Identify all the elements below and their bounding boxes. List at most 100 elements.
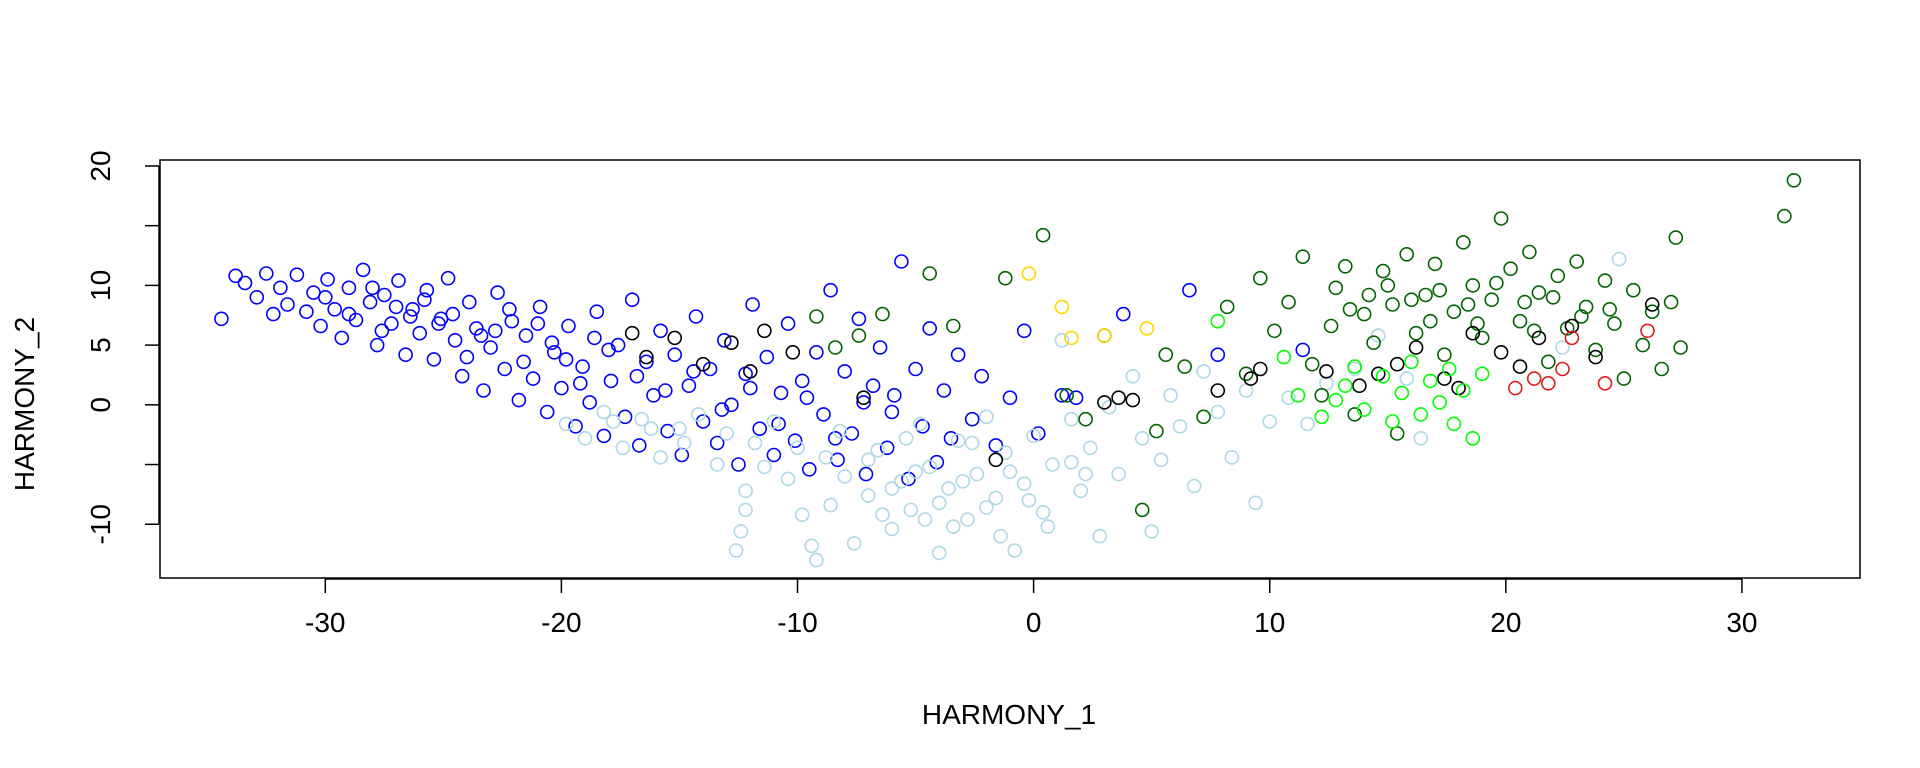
- data-point: [289, 267, 305, 283]
- data-point: [728, 543, 744, 558]
- data-point: [369, 337, 385, 353]
- data-point: [1432, 282, 1447, 298]
- data-point: [1101, 399, 1117, 415]
- data-point: [1356, 306, 1372, 322]
- data-point: [1196, 364, 1211, 379]
- data-point: [1375, 368, 1391, 384]
- data-point: [487, 323, 503, 339]
- data-point: [544, 335, 560, 351]
- data-point: [653, 450, 668, 465]
- data-point: [577, 430, 593, 446]
- data-point: [1304, 356, 1320, 372]
- data-point: [473, 328, 489, 343]
- data-point: [1196, 409, 1211, 425]
- data-point: [1484, 292, 1499, 308]
- data-point: [1404, 354, 1419, 370]
- data-point: [461, 294, 477, 310]
- data-point: [884, 404, 900, 420]
- data-point: [997, 445, 1013, 460]
- data-point: [1668, 230, 1684, 245]
- data-point: [837, 364, 853, 379]
- data-point: [1474, 330, 1490, 346]
- data-point: [624, 325, 640, 341]
- data-point: [341, 280, 357, 296]
- data-point: [1262, 414, 1277, 429]
- data-point: [1238, 366, 1254, 382]
- x-tick-label: 20: [1490, 607, 1521, 638]
- data-point: [568, 418, 583, 434]
- data-point: [1673, 340, 1688, 355]
- data-point: [915, 418, 930, 434]
- data-point: [851, 328, 867, 343]
- data-point: [724, 335, 739, 351]
- data-point: [388, 299, 404, 315]
- data-point: [1064, 454, 1079, 470]
- data-point: [554, 380, 569, 396]
- data-point: [391, 273, 406, 288]
- data-point: [1035, 504, 1051, 520]
- data-point: [1319, 364, 1334, 379]
- data-point: [1564, 330, 1580, 346]
- data-point: [525, 371, 541, 386]
- data-point: [561, 318, 576, 334]
- data-point: [1295, 342, 1311, 358]
- data-point: [1474, 366, 1490, 382]
- data-point: [605, 414, 621, 429]
- data-point: [1526, 371, 1542, 386]
- data-point: [603, 373, 619, 389]
- data-point: [787, 433, 803, 449]
- data-point: [1512, 313, 1528, 329]
- data-point: [1446, 304, 1462, 320]
- data-point: [1569, 254, 1584, 269]
- data-point: [875, 507, 890, 523]
- data-point: [376, 287, 392, 303]
- data-point: [1432, 395, 1447, 410]
- data-point: [643, 421, 659, 437]
- data-point: [1616, 371, 1632, 386]
- data-point: [1111, 466, 1126, 482]
- data-point: [941, 481, 956, 496]
- data-point: [374, 323, 390, 339]
- data-point: [894, 254, 909, 269]
- data-point: [1512, 359, 1528, 374]
- data-point: [1134, 430, 1150, 446]
- data-point: [801, 461, 817, 477]
- data-point: [582, 395, 598, 410]
- data-point: [917, 512, 933, 527]
- data-point: [1663, 294, 1679, 310]
- data-point: [1423, 313, 1438, 329]
- data-point: [1073, 483, 1089, 499]
- data-point: [1125, 368, 1141, 384]
- data-point: [879, 440, 895, 456]
- data-point: [1281, 390, 1296, 406]
- data-point: [1626, 282, 1641, 298]
- data-point: [1210, 347, 1226, 363]
- data-point: [334, 330, 350, 346]
- data-point: [809, 309, 824, 324]
- data-point: [964, 435, 980, 451]
- data-point: [572, 375, 588, 391]
- data-point: [827, 430, 843, 446]
- data-point: [362, 294, 378, 310]
- data-point: [639, 349, 654, 365]
- data-point: [695, 414, 711, 429]
- data-point: [799, 390, 815, 406]
- y-tick-label: -10: [85, 504, 116, 544]
- data-point: [950, 347, 966, 363]
- data-point: [922, 459, 938, 475]
- data-point: [1300, 416, 1315, 432]
- data-point: [634, 411, 650, 427]
- data-point: [1210, 383, 1226, 398]
- data-point: [1338, 378, 1353, 394]
- data-point: [1654, 361, 1669, 377]
- data-point: [610, 337, 626, 353]
- data-point: [860, 452, 876, 468]
- data-point: [955, 473, 971, 489]
- data-point: [1531, 330, 1547, 346]
- data-point: [1602, 301, 1617, 317]
- y-axis-title: HARMONY_2: [9, 317, 40, 491]
- data-point: [469, 321, 484, 336]
- x-tick-label: 10: [1254, 607, 1285, 638]
- data-point: [1564, 318, 1580, 334]
- data-point: [1224, 450, 1240, 465]
